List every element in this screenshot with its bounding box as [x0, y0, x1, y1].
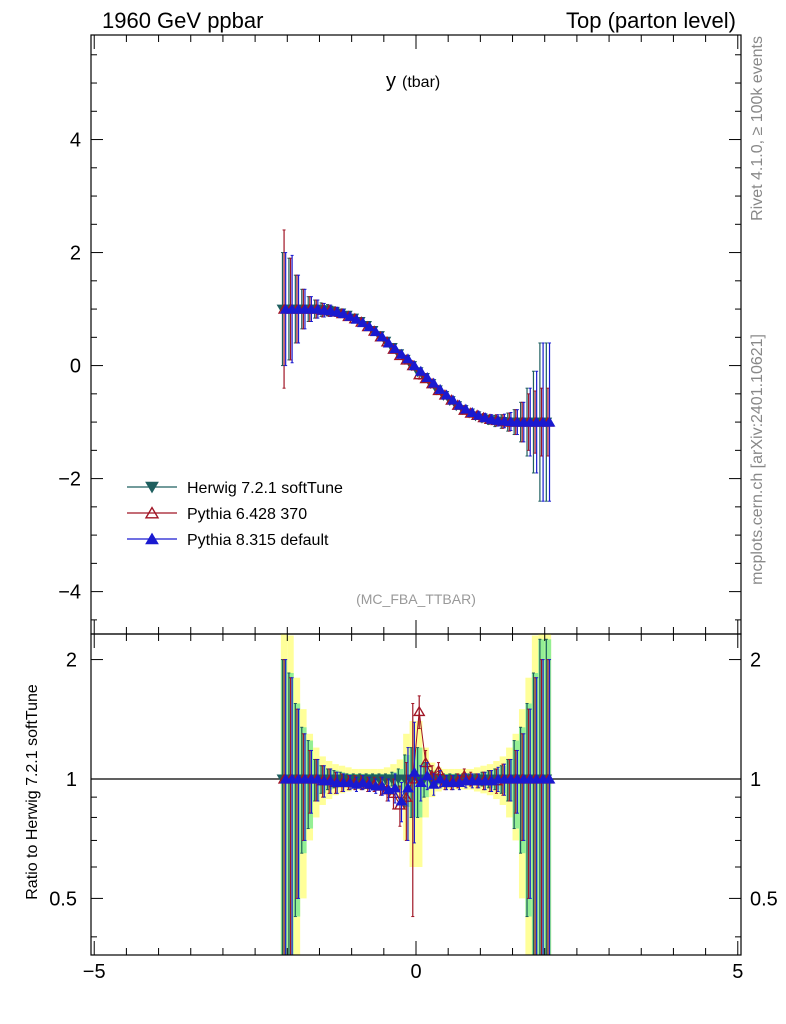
ratio-y-tick-label-right: 1 — [750, 769, 761, 791]
plot-title-sub: (tbar) — [402, 74, 440, 91]
ratio-point — [414, 776, 427, 787]
y-tick-label: −2 — [58, 469, 81, 491]
ratio-series-2 — [279, 659, 556, 956]
data-point — [459, 403, 472, 414]
series-2 — [279, 252, 556, 502]
ratio-panel: 0.5 0.5 1 1 2 2 Ratio to Herwig 7.2.1 softTun… — [24, 633, 778, 956]
ratio-point — [421, 770, 434, 781]
legend-label: Pythia 8.315 default — [187, 532, 329, 549]
legend-entry-1: Pythia 6.428 370 — [127, 506, 307, 523]
ratio-point — [543, 773, 556, 784]
legend-label: Pythia 6.428 370 — [187, 506, 307, 523]
main-axis-ticks: −4 −2 0 2 4 — [58, 54, 741, 621]
main-data-layer — [276, 229, 556, 502]
data-point — [344, 310, 356, 321]
data-point — [427, 377, 440, 388]
y-tick-label: 4 — [70, 130, 81, 152]
y-tick-label: 2 — [70, 243, 81, 265]
ratio-y-axis-label: Ratio to Herwig 7.2.1 softTune — [24, 684, 41, 900]
data-point — [485, 413, 498, 424]
data-point — [402, 353, 414, 364]
data-point — [440, 389, 453, 400]
ratio-point — [427, 778, 440, 789]
ratio-point — [389, 782, 401, 793]
data-point — [324, 305, 337, 316]
data-point — [376, 331, 389, 342]
data-point — [543, 416, 556, 427]
data-point — [472, 409, 485, 420]
data-point — [421, 371, 434, 382]
data-point — [389, 343, 401, 354]
data-point — [434, 383, 446, 394]
ratio-point — [324, 775, 337, 786]
y-tick-label: −4 — [58, 582, 81, 604]
legend: Herwig 7.2.1 softTune Pythia 6.428 370 Pyt… — [127, 480, 343, 549]
x-tick-label: 0 — [410, 961, 421, 983]
ratio-y-tick-label-left: 2 — [66, 650, 77, 672]
ratio-point — [400, 791, 413, 802]
data-point — [382, 337, 395, 348]
ratio-y-tick-label-right: 2 — [750, 650, 761, 672]
legend-label: Herwig 7.2.1 softTune — [187, 480, 343, 497]
mcplots-label: mcplots.cern.ch [arXiv:2401.10621] — [749, 334, 766, 585]
ratio-y-tick-label-right: 0.5 — [750, 888, 778, 910]
data-point — [408, 360, 421, 371]
rivet-version-label: Rivet 4.1.0, ≥ 100k events — [749, 36, 766, 221]
series-0 — [276, 252, 553, 502]
legend-entry-2: Pythia 8.315 default — [127, 532, 329, 549]
ratio-point — [311, 773, 324, 784]
x-tick-label: 5 — [732, 961, 743, 983]
ratio-data-layer — [91, 634, 741, 956]
data-point — [357, 317, 369, 328]
plot-title-main: y — [386, 70, 396, 92]
ratio-y-tick-label-left: 1 — [66, 769, 77, 791]
x-axis-ticks: −5 0 5 — [83, 35, 743, 983]
x-tick-label: −5 — [83, 961, 106, 983]
ratio-point — [376, 780, 389, 791]
ratio-point — [408, 766, 421, 777]
y-tick-label: 0 — [70, 356, 81, 378]
ratio-point — [344, 776, 356, 787]
header-right-label: Top (parton level) — [566, 8, 736, 33]
data-point — [331, 306, 344, 317]
ratio-point — [357, 776, 369, 787]
plot-title: y (tbar) — [386, 70, 440, 92]
data-point — [363, 321, 376, 332]
data-point — [453, 399, 466, 410]
ratio-point — [395, 795, 408, 806]
data-point — [337, 308, 350, 319]
analysis-tag: (MC_FBA_TTBAR) — [356, 591, 476, 607]
data-point — [447, 394, 459, 405]
data-point — [350, 313, 363, 324]
data-point — [479, 412, 492, 423]
data-point — [369, 326, 382, 337]
main-panel: −4 −2 0 2 4 y (tbar) (MC_FBA_TTBAR) Herwig 7.… — [58, 34, 742, 635]
legend-marker — [145, 481, 159, 494]
data-point — [466, 406, 479, 417]
ratio-point — [412, 705, 426, 717]
ratio-point — [363, 778, 376, 789]
legend-marker — [144, 506, 160, 519]
ratio-y-tick-label-left: 0.5 — [49, 888, 77, 910]
legend-entry-0: Herwig 7.2.1 softTune — [127, 480, 343, 497]
ratio-point — [402, 782, 414, 793]
data-point — [311, 303, 324, 314]
data-point — [414, 365, 427, 376]
ratio-axis-ticks: 0.5 0.5 1 1 2 2 — [49, 650, 778, 938]
header-left-label: 1960 GeV ppbar — [102, 8, 263, 33]
legend-marker — [145, 532, 159, 545]
data-point — [395, 348, 408, 359]
ratio-point — [434, 773, 446, 784]
